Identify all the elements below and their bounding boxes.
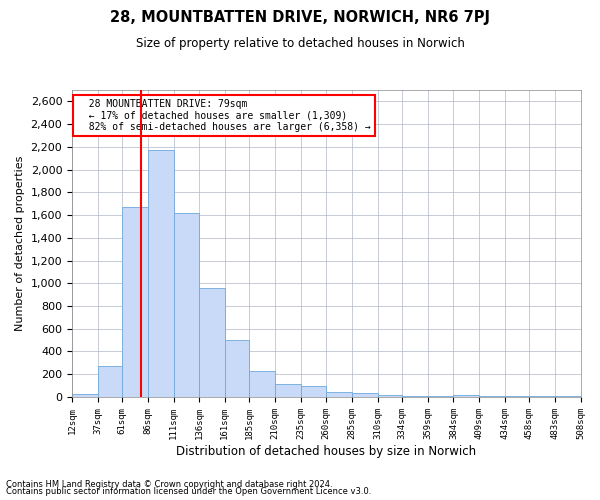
Text: 28, MOUNTBATTEN DRIVE, NORWICH, NR6 7PJ: 28, MOUNTBATTEN DRIVE, NORWICH, NR6 7PJ [110,10,490,25]
Bar [250,371,275,397]
Bar [275,384,301,397]
Bar [98,366,122,397]
Bar [454,394,479,397]
Bar [352,393,377,397]
Bar [377,394,402,397]
Bar [148,150,173,397]
X-axis label: Distribution of detached houses by size in Norwich: Distribution of detached houses by size … [176,444,476,458]
Bar [122,207,148,397]
Bar [326,392,352,397]
Bar [173,213,199,397]
Bar [199,288,225,397]
Text: Contains public sector information licensed under the Open Government Licence v3: Contains public sector information licen… [6,488,371,496]
Bar [479,396,505,397]
Text: Size of property relative to detached houses in Norwich: Size of property relative to detached ho… [136,38,464,51]
Bar [225,340,250,397]
Text: Contains HM Land Registry data © Crown copyright and database right 2024.: Contains HM Land Registry data © Crown c… [6,480,332,489]
Bar [505,396,529,397]
Bar [72,394,98,397]
Bar [301,386,326,397]
Bar [428,396,454,397]
Bar [555,396,581,397]
Bar [402,396,428,397]
Text: 28 MOUNTBATTEN DRIVE: 79sqm
  ← 17% of detached houses are smaller (1,309)
  82%: 28 MOUNTBATTEN DRIVE: 79sqm ← 17% of det… [77,99,371,132]
Y-axis label: Number of detached properties: Number of detached properties [15,156,25,331]
Bar [529,396,555,397]
